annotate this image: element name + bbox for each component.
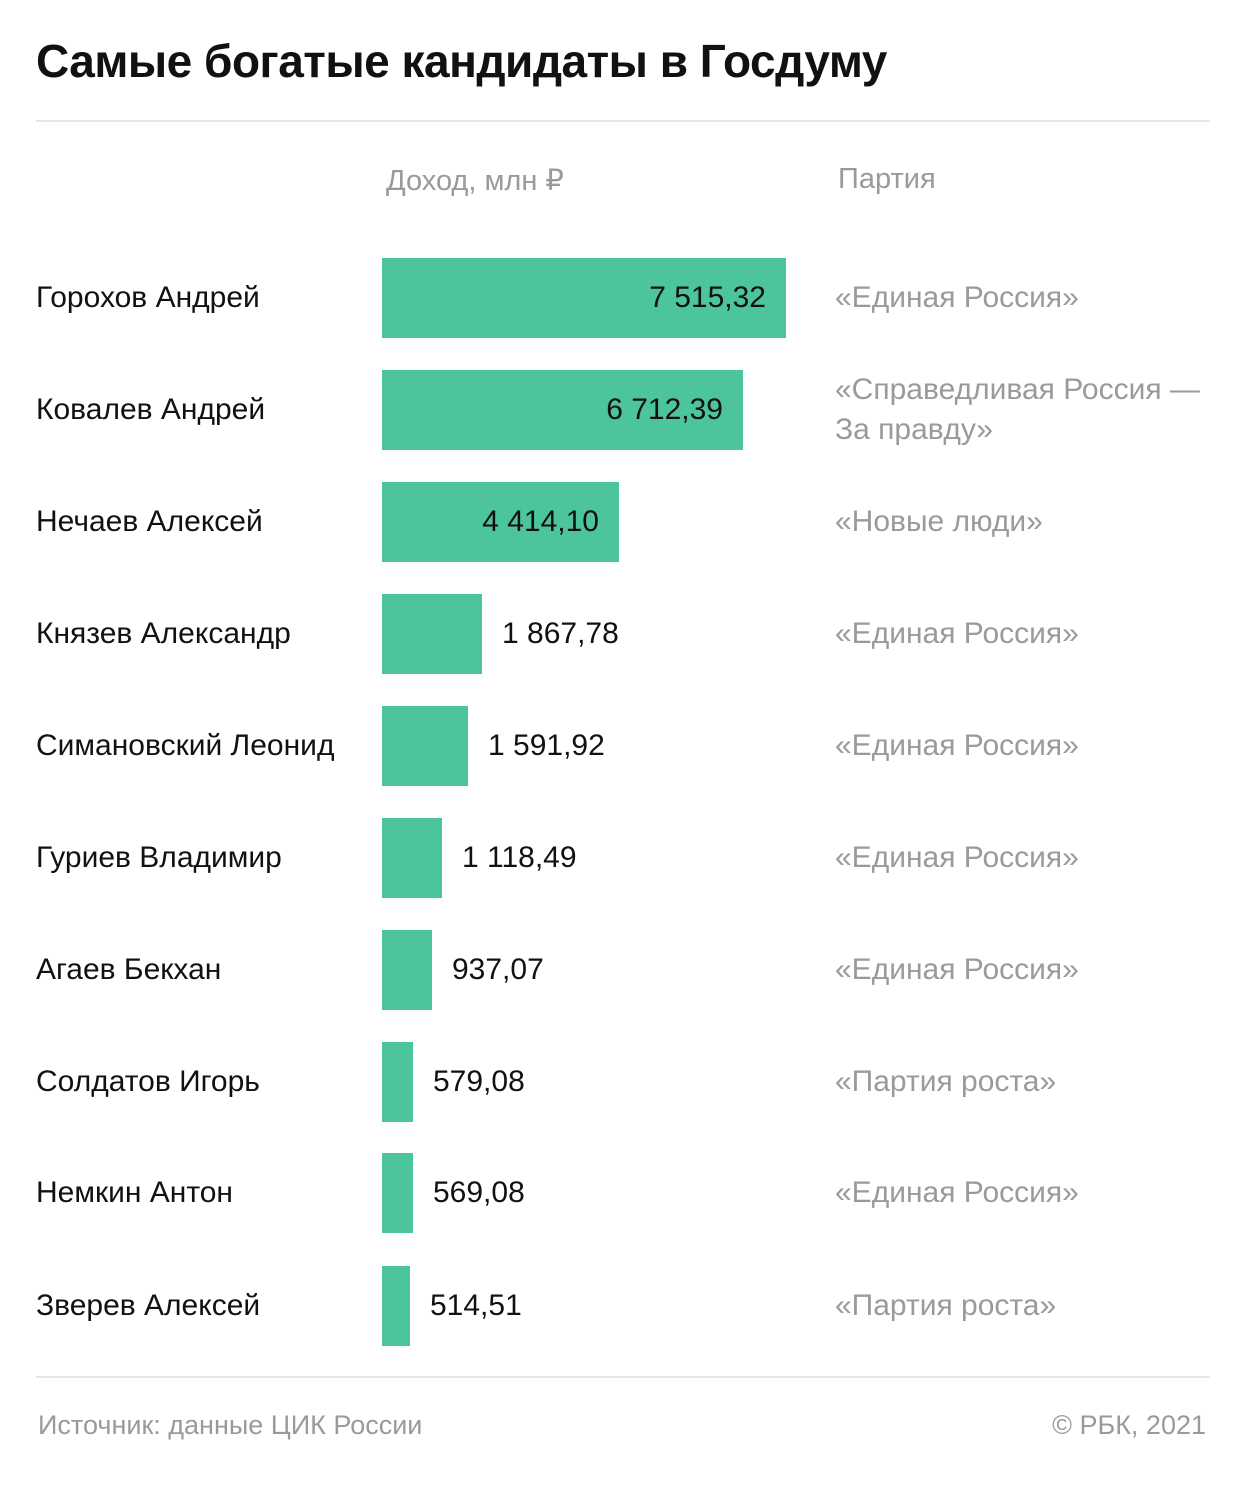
candidate-name: Симановский Леонид [36, 729, 335, 762]
party-column-header: Партия [838, 163, 936, 195]
source-note: Источник: данные ЦИК России [38, 1410, 423, 1440]
candidate-name: Агаев Бекхан [36, 953, 222, 986]
income-value-label: 6 712,39 [606, 393, 723, 426]
chart-row: Гуриев Владимир 1 118,49 «Единая Россия» [0, 818, 1240, 898]
chart-row: Симановский Леонид 1 591,92 «Единая Россия… [0, 706, 1240, 786]
chart-row: Нечаев Алексей 4 414,10 «Новые люди» [0, 482, 1240, 562]
income-value-label: 1 591,92 [488, 729, 605, 762]
candidate-name: Князев Александр [36, 617, 291, 650]
income-bar [382, 930, 432, 1010]
party-label: «Единая Россия» [835, 841, 1079, 874]
chart-row: Князев Александр 1 867,78 «Единая Россия» [0, 594, 1240, 674]
income-bar [382, 370, 743, 450]
candidate-name: Гуриев Владимир [36, 841, 282, 874]
income-value-label: 579,08 [433, 1065, 525, 1098]
income-value-label: 569,08 [433, 1176, 525, 1209]
income-value-label: 937,07 [452, 953, 544, 986]
party-label: «Единая Россия» [835, 953, 1079, 986]
income-value-label: 1 867,78 [502, 617, 619, 650]
income-value-label: 1 118,49 [462, 841, 577, 874]
party-label: «Партия роста» [835, 1065, 1057, 1098]
income-value-label: 514,51 [430, 1289, 522, 1322]
chart-row: Ковалев Андрей 6 712,39 «Справедливая Росс… [0, 370, 1240, 450]
candidate-name: Горохов Андрей [36, 281, 260, 314]
top-divider [36, 120, 1210, 122]
party-label: «Единая Россия» [835, 1176, 1079, 1209]
income-bar [382, 1153, 413, 1233]
party-label: «Единая Россия» [835, 729, 1079, 762]
income-bar [382, 258, 786, 338]
income-bar [382, 1266, 410, 1346]
party-label: «Партия роста» [835, 1289, 1057, 1322]
chart-row: Солдатов Игорь 579,08 «Партия роста» [0, 1042, 1240, 1122]
party-label: «Новые люди» [835, 505, 1043, 538]
candidate-name: Солдатов Игорь [36, 1065, 260, 1098]
party-label: «Единая Россия» [835, 281, 1079, 314]
copyright: © РБК, 2021 [1052, 1410, 1206, 1440]
bottom-divider [36, 1376, 1210, 1378]
income-bar [382, 706, 468, 786]
candidate-name: Ковалев Андрей [36, 393, 266, 426]
chart-row: Зверев Алексей 514,51 «Партия роста» [0, 1266, 1240, 1346]
income-bar [382, 1042, 413, 1122]
income-bar [382, 818, 442, 898]
income-value-label: 4 414,10 [482, 505, 599, 538]
income-column-header: Доход, млн ₽ [386, 165, 564, 197]
candidate-name: Зверев Алексей [36, 1289, 261, 1322]
candidate-name: Нечаев Алексей [36, 505, 263, 538]
chart-row: Агаев Бекхан 937,07 «Единая Россия» [0, 930, 1240, 1010]
party-label: «Единая Россия» [835, 617, 1079, 650]
income-bar [382, 482, 619, 562]
party-label: «Справедливая Россия — За правду» [835, 373, 1200, 446]
chart-row: Немкин Антон 569,08 «Единая Россия» [0, 1153, 1240, 1233]
candidate-name: Немкин Антон [36, 1176, 233, 1209]
income-bar [382, 594, 482, 674]
income-value-label: 7 515,32 [649, 281, 766, 314]
chart-title: Самые богатые кандидаты в Госдуму [36, 35, 887, 87]
chart-row: Горохов Андрей 7 515,32 «Единая Россия» [0, 258, 1240, 338]
